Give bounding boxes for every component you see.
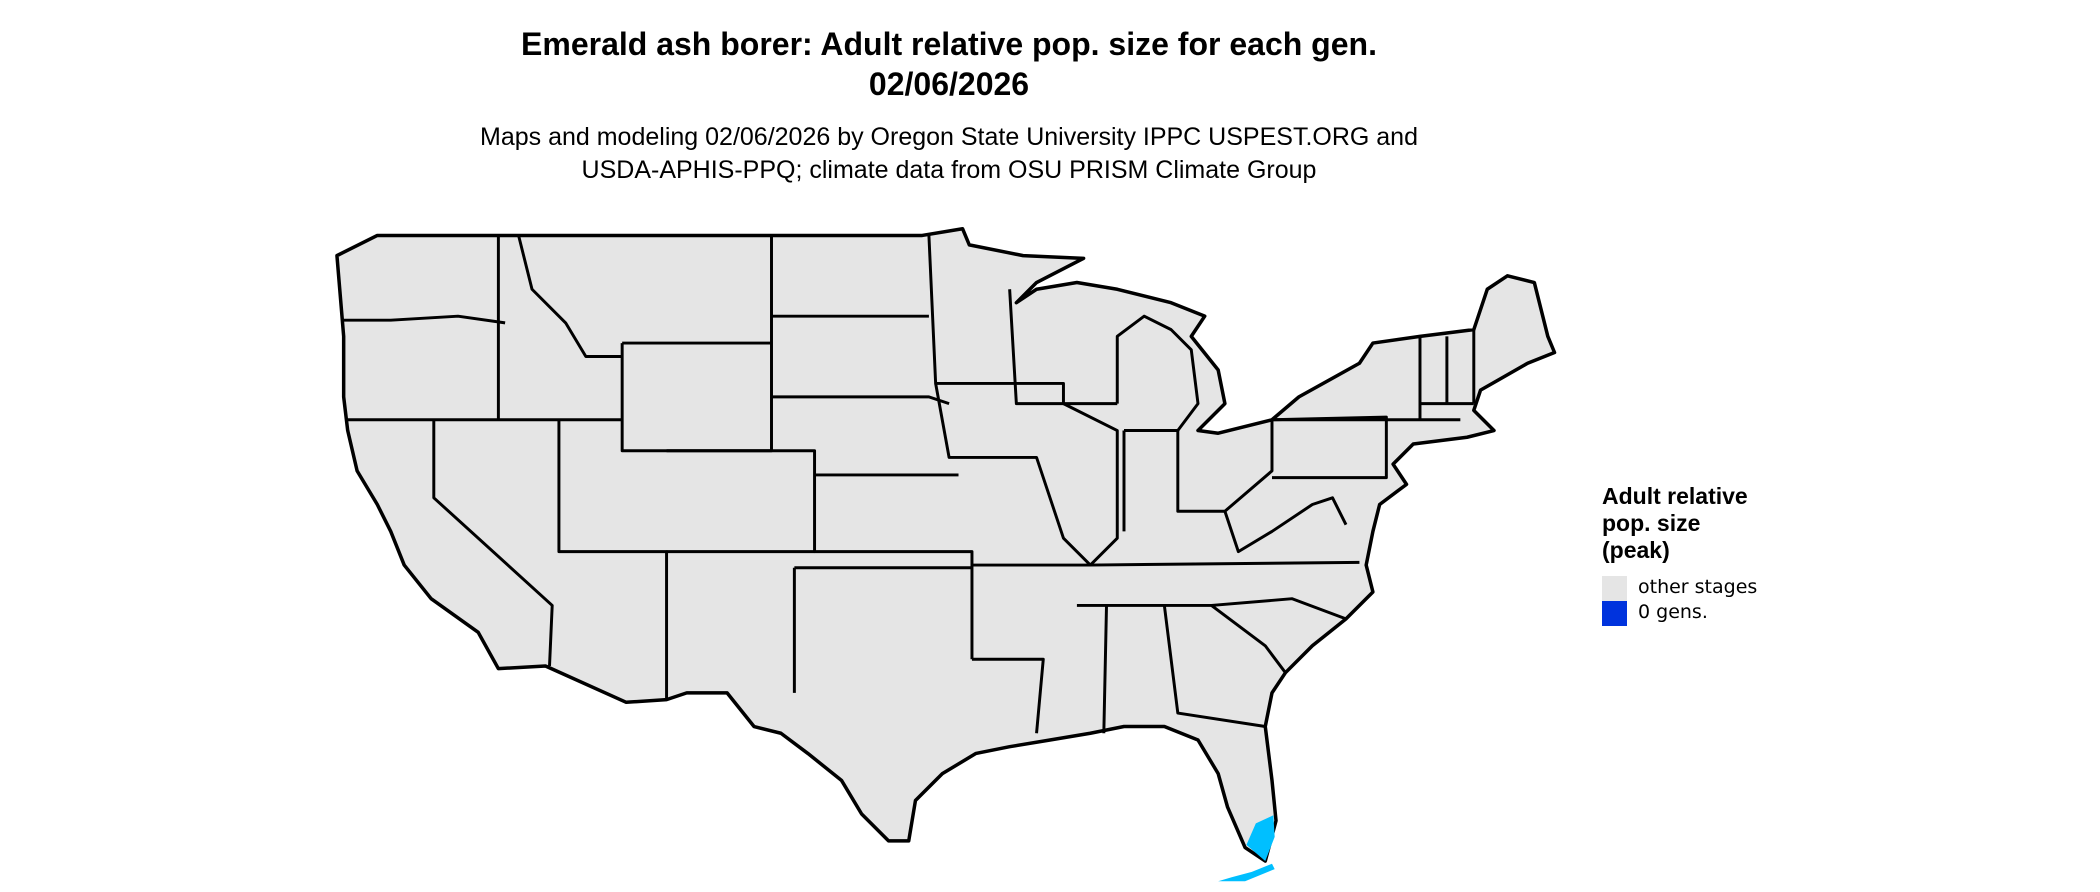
state-borders [343, 235, 1476, 734]
legend-label-0-gens: 0 gens. [1638, 601, 1708, 623]
subtitle-line-1: Maps and modeling 02/06/2026 by Oregon S… [480, 123, 1418, 151]
map-date: 02/06/2026 [868, 66, 1030, 102]
legend-swatch-other-stages [1602, 576, 1627, 601]
legend-title-line: pop. size [1602, 510, 1701, 536]
subtitle-line-2: USDA-APHIS-PPQ; climate data from OSU PR… [581, 156, 1317, 184]
legend-title: Adult relative pop. size (peak) [1602, 483, 1822, 564]
florida-keys [1218, 863, 1275, 882]
south-florida-highlight [1246, 815, 1275, 862]
legend-title-line: (peak) [1602, 537, 1670, 563]
map-title: Emerald ash borer: Adult relative pop. s… [521, 26, 1377, 62]
us-land [335, 226, 1557, 863]
legend-label-other-stages: other stages [1638, 576, 1758, 598]
legend-swatch-0-gens [1602, 601, 1627, 626]
legend-title-line: Adult relative [1602, 483, 1748, 509]
